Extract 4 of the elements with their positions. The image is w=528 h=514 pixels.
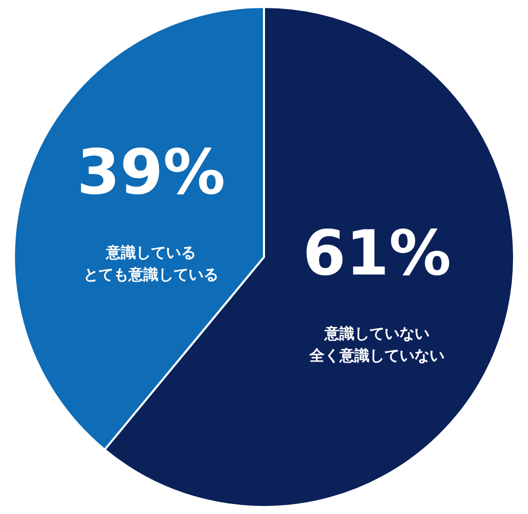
- slice-label: 意識しているとても意識している: [84, 243, 219, 284]
- data-label: 39%: [76, 135, 226, 208]
- slice-label: 意識していない全く意識していない: [308, 324, 444, 365]
- data-label: 61%: [302, 216, 452, 290]
